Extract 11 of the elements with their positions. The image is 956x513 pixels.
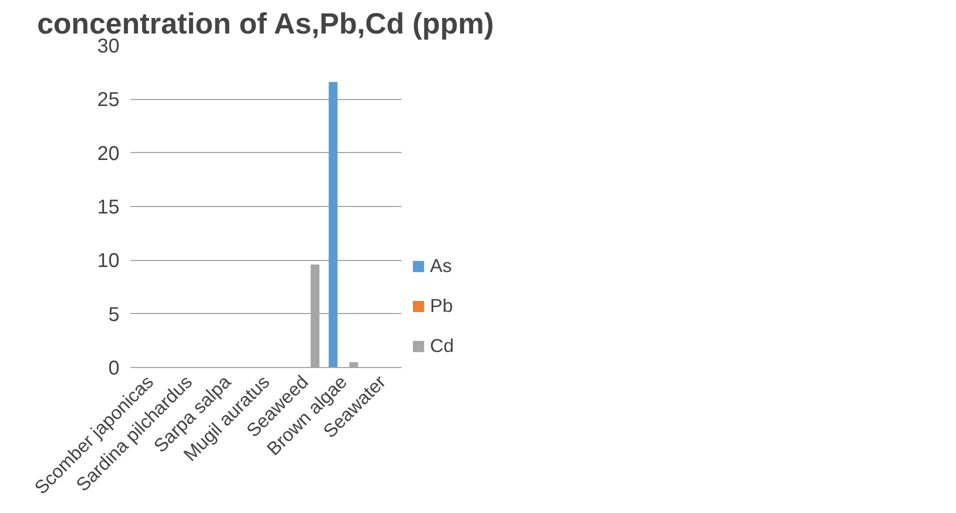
legend-label: As (430, 255, 452, 277)
bar (328, 82, 338, 368)
y-tick-label: 20 (97, 142, 120, 165)
y-tick-label: 30 (97, 36, 120, 58)
y-tick-label: 5 (108, 304, 120, 326)
legend-label: Cd (430, 335, 454, 357)
y-tick-label: 25 (97, 89, 120, 112)
y-tick-label: 10 (97, 250, 120, 272)
legend-label: Pb (430, 295, 453, 317)
y-tick-label: 0 (108, 358, 120, 380)
y-tick-label: 15 (97, 196, 120, 218)
